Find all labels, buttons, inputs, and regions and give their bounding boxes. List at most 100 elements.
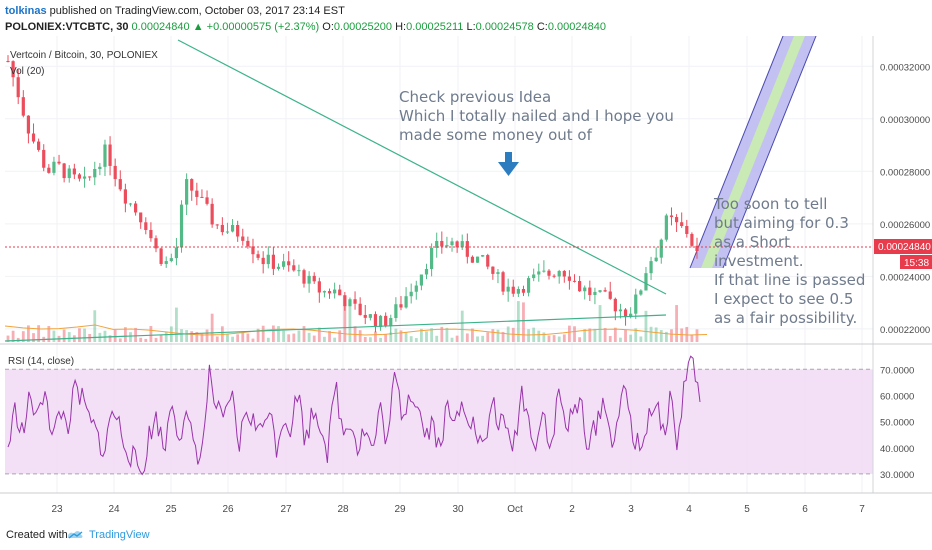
volume-bar [118, 338, 122, 342]
volume-bar [78, 328, 81, 342]
volume-bar [425, 331, 428, 342]
candle-body [185, 179, 189, 205]
candle-body [26, 115, 31, 134]
volume-bar [557, 336, 561, 342]
time-tick-label: 27 [280, 504, 292, 515]
volume-bar [266, 337, 270, 342]
volume-bar [430, 328, 434, 342]
volume-bar [134, 327, 137, 342]
chart-area[interactable]: 0.00032000 0.00030000 0.00028000 0.00026000… [0, 36, 932, 520]
volume-bar [476, 336, 479, 342]
tradingview-link[interactable]: TradingView [89, 529, 150, 541]
idea-annotation[interactable]: Check previous Idea Which I totally nail… [399, 88, 674, 144]
volume-bar [583, 329, 587, 342]
volume-bar [624, 329, 627, 342]
down-arrow-icon [498, 152, 519, 176]
volume-bar [379, 337, 382, 342]
candle-body [526, 278, 531, 293]
high-value: 0.00025211 [406, 21, 464, 33]
volume-bar [231, 336, 234, 342]
candle-body [52, 161, 56, 173]
volume-bar [312, 335, 316, 342]
volume-bar [302, 326, 306, 342]
candle-body [583, 287, 587, 292]
candle-body [501, 272, 505, 292]
candle-body [21, 97, 25, 116]
symbol-label: POLONIEX:VTCBTC, 30 [5, 21, 129, 33]
time-tick-label: 24 [108, 504, 120, 515]
channel-edge-high [722, 36, 817, 269]
candle-body [532, 274, 536, 279]
volume-bar [338, 330, 342, 342]
volume-bar [307, 332, 311, 342]
footer: Created with TradingView [0, 520, 932, 550]
candle-body [358, 303, 362, 315]
candle-body [72, 168, 76, 175]
volume-bar [180, 329, 183, 342]
candle-body [6, 61, 10, 63]
candle-body [690, 233, 694, 246]
volume-bar [527, 329, 530, 342]
time-tick-label: 7 [859, 504, 865, 515]
candle-body [496, 272, 500, 274]
volume-bar [215, 336, 219, 342]
volume-bar [522, 302, 525, 342]
candle-body [654, 257, 658, 262]
volume-bar [358, 330, 362, 342]
price-tick-label: 0.00030000 [880, 115, 930, 126]
candle-body [11, 61, 15, 78]
candle-body [98, 166, 102, 169]
candle-body [481, 255, 485, 257]
candle-body [179, 204, 184, 248]
rsi-label: RSI (14, close) [8, 356, 74, 367]
candle-body [567, 276, 572, 281]
author-link[interactable]: tolkinas [5, 5, 47, 17]
tradingview-logo-icon[interactable] [66, 526, 84, 540]
volume-bar [32, 333, 35, 342]
volume-bar [573, 326, 576, 342]
candle-body [133, 203, 138, 213]
candle-body [695, 245, 699, 252]
time-tick-label: 29 [394, 504, 406, 515]
ascending-trendline [4, 314, 667, 342]
low-label: L: [466, 21, 476, 33]
candle-body [430, 247, 434, 269]
candle-body [618, 309, 623, 312]
candle-body [103, 144, 107, 167]
publish-info: published on TradingView.com, October 03… [49, 5, 345, 17]
time-tick-label: 23 [51, 504, 63, 515]
volume-bar [547, 335, 551, 342]
candle-body [649, 261, 653, 274]
outlook-line-4: investment. [714, 252, 803, 270]
volume-bar [399, 330, 403, 342]
outlook-annotation[interactable]: Too soon to tell but aiming for 0.3 as a… [713, 195, 865, 327]
volume-bar [695, 329, 699, 342]
volume-bar [52, 330, 56, 342]
candle-body [419, 274, 423, 286]
volume-ma-line [4, 324, 708, 336]
descending-trendline [177, 39, 667, 295]
time-tick-label: 25 [165, 504, 177, 515]
rsi-band [5, 369, 873, 474]
volume-bar [164, 331, 168, 342]
volume-bar [481, 335, 485, 342]
candle-body [435, 240, 439, 248]
volume-bar [644, 310, 648, 342]
candle-body [317, 281, 321, 293]
volume-bar [205, 329, 209, 342]
candle-body [455, 241, 459, 248]
volume-bar [486, 332, 490, 342]
rsi-tick-label: 60.0000 [880, 391, 914, 402]
last-price-badge-text: 0.00024840 [878, 242, 931, 253]
last-price: 0.00024840 [131, 21, 190, 33]
candle-body [588, 287, 592, 295]
candle-body [470, 256, 475, 263]
volume-bar [384, 334, 388, 342]
volume-bar [491, 329, 495, 342]
volume-bars [4, 301, 708, 342]
candle-body [685, 225, 689, 234]
outlook-line-6: I expect to see 0.5 [714, 290, 853, 308]
candle-body [511, 286, 515, 294]
candle-body [256, 254, 260, 258]
candle-body [113, 165, 117, 180]
